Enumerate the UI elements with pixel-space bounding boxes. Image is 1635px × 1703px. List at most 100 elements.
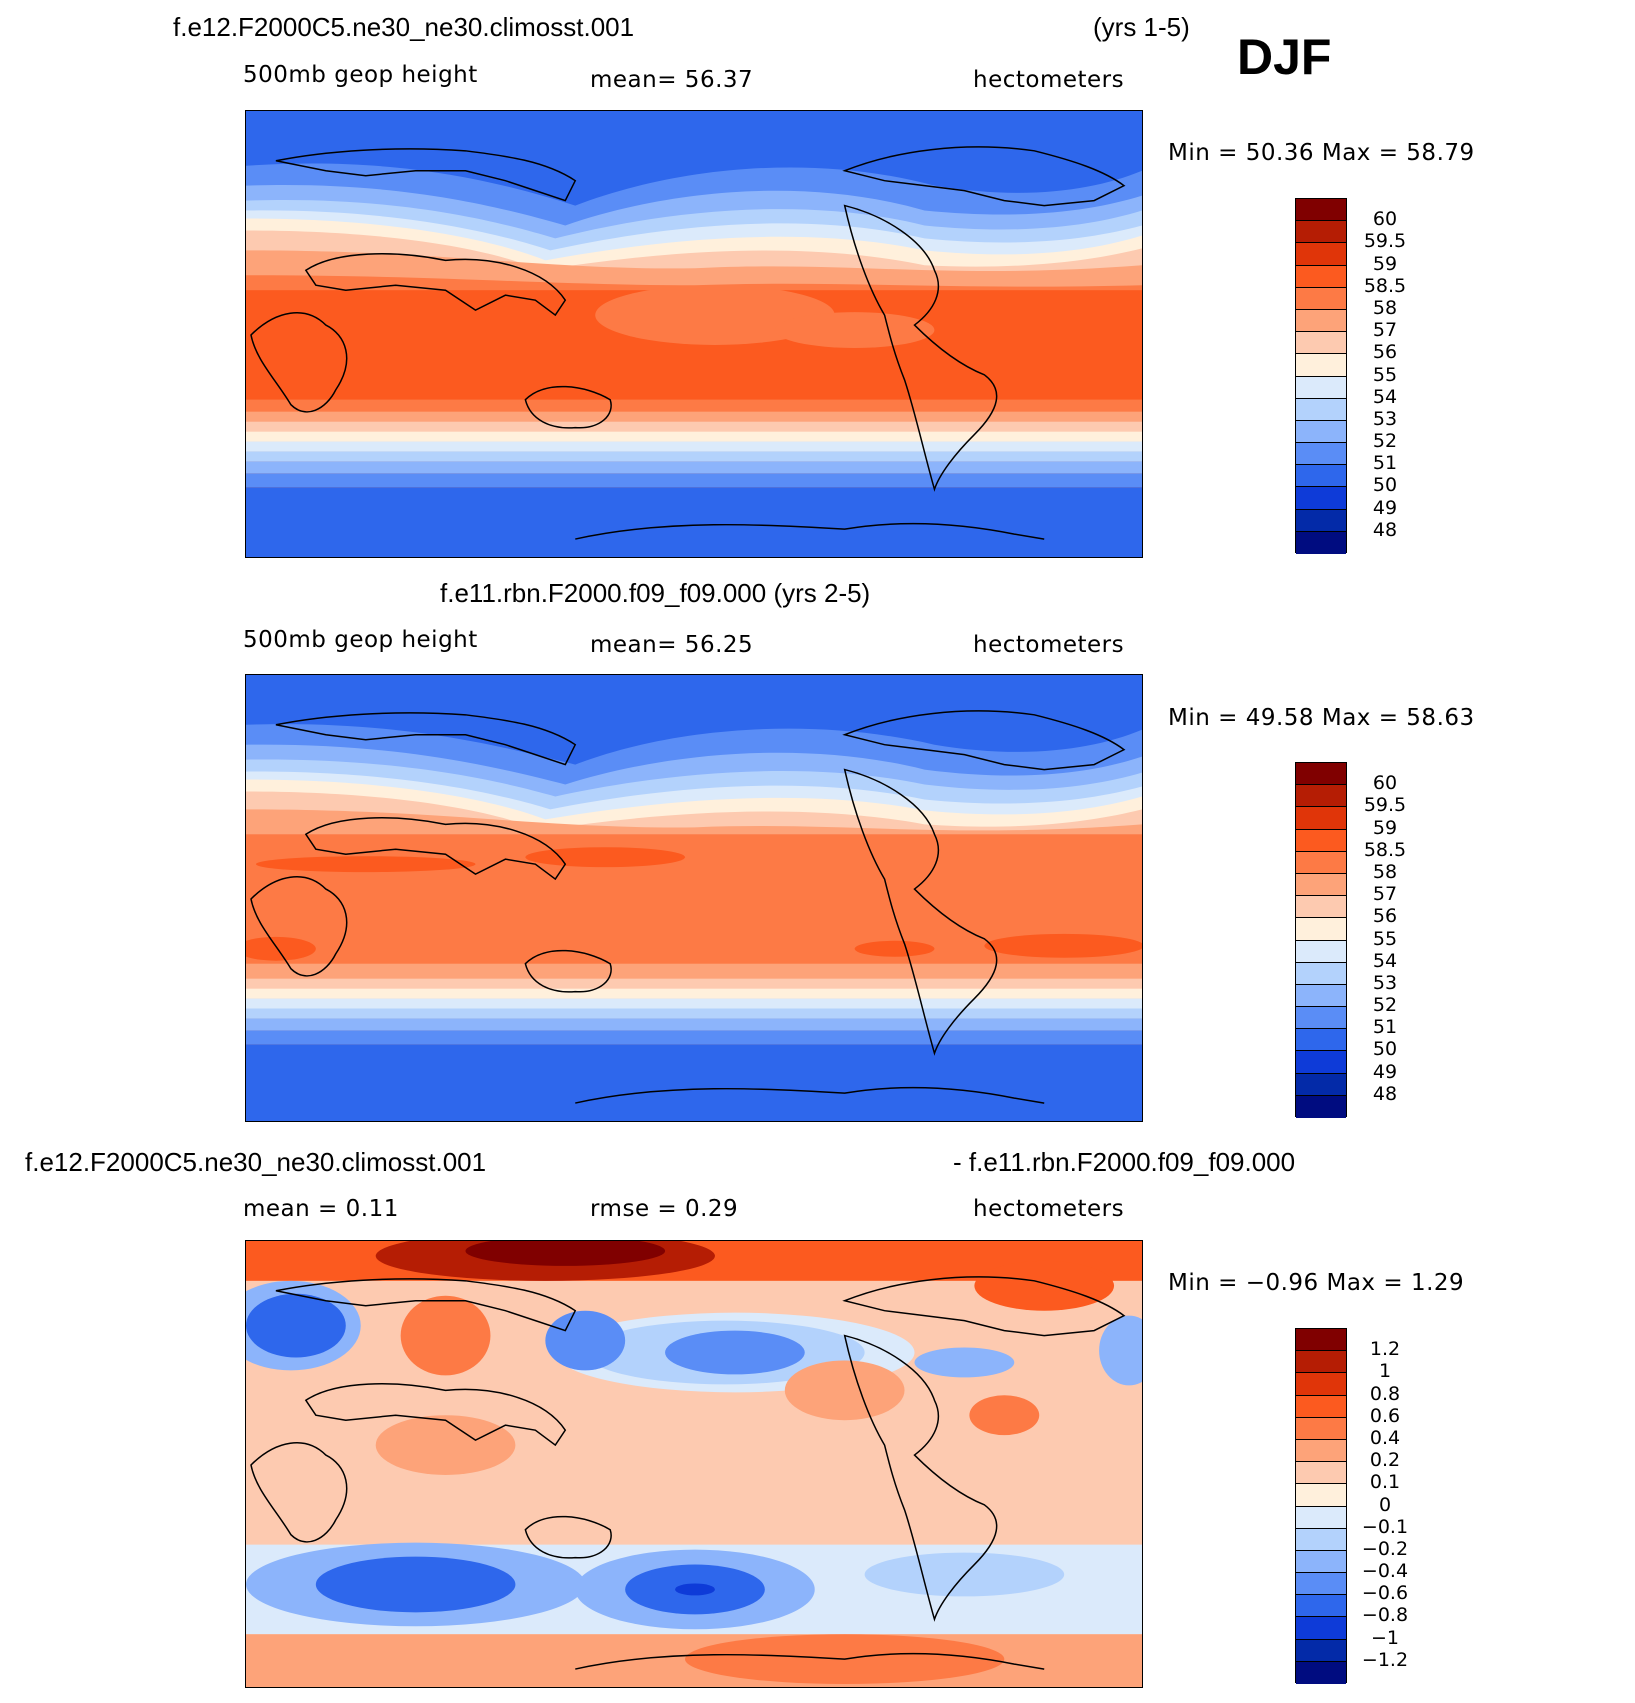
colorbar-cell [1296, 1029, 1346, 1052]
panel3-map [245, 1240, 1143, 1688]
colorbar-cell [1296, 1528, 1346, 1551]
panel1-map [245, 110, 1143, 558]
colorbar-cell [1296, 1484, 1346, 1507]
colorbar-tick-label: 60 [1372, 208, 1398, 231]
season-label: DJF [1237, 29, 1332, 85]
panel1-variable: 500mb geop height [243, 62, 478, 88]
colorbar-cell [1296, 443, 1346, 466]
colorbar-tick-label: 0 [1378, 1493, 1392, 1516]
colorbar-cell [1296, 265, 1346, 288]
colorbar-cell [1296, 1329, 1346, 1352]
panel3-mean: mean = 0.11 [243, 1196, 399, 1222]
panel2-map [245, 674, 1143, 1122]
panel2-colorbar [1295, 762, 1347, 1118]
colorbar-cell [1296, 962, 1346, 985]
colorbar-tick-label: 53 [1372, 407, 1398, 430]
colorbar-tick-label: 0.4 [1369, 1426, 1401, 1449]
colorbar-tick-label: 0.1 [1369, 1471, 1401, 1494]
panel1-mean: mean= 56.37 [590, 67, 754, 93]
colorbar-tick-label: 55 [1372, 363, 1398, 386]
colorbar-tick-label: 60 [1372, 772, 1398, 795]
colorbar-tick-label: 59 [1372, 252, 1398, 275]
colorbar-tick-label: 58.5 [1363, 274, 1407, 297]
years-label: (yrs 1-5) [1093, 12, 1190, 42]
panel2-units: hectometers [973, 632, 1125, 658]
colorbar-cell [1296, 1439, 1346, 1463]
colorbar-cell [1296, 785, 1346, 808]
colorbar-tick-label: 0.2 [1369, 1449, 1401, 1472]
colorbar-cell [1296, 851, 1346, 874]
colorbar-cell [1296, 1506, 1346, 1529]
colorbar-tick-label: 0.8 [1369, 1382, 1401, 1405]
colorbar-cell [1296, 287, 1346, 310]
colorbar-cell [1296, 1639, 1346, 1662]
colorbar-tick-label: −1.2 [1361, 1648, 1409, 1671]
colorbar-tick-label: 52 [1372, 994, 1398, 1017]
colorbar-cell [1296, 487, 1346, 510]
panel1-units: hectometers [973, 67, 1125, 93]
colorbar-tick-label: 48 [1372, 1082, 1398, 1105]
colorbar-cell [1296, 829, 1346, 852]
colorbar-tick-label: −0.4 [1361, 1560, 1409, 1583]
colorbar-tick-label: 1 [1378, 1360, 1392, 1383]
colorbar-cell [1296, 1051, 1346, 1074]
colorbar-tick-label: 50 [1372, 474, 1398, 497]
colorbar-cell [1296, 420, 1346, 444]
colorbar-cell [1296, 1417, 1346, 1440]
colorbar-cell [1296, 1595, 1346, 1618]
colorbar-cell [1296, 354, 1346, 377]
colorbar-tick-label: 56 [1372, 905, 1398, 928]
colorbar-cell [1296, 940, 1346, 963]
colorbar-tick-label: 54 [1372, 949, 1398, 972]
colorbar-tick-label: 54 [1372, 385, 1398, 408]
colorbar-cell [1296, 984, 1346, 1008]
colorbar-tick-label: 58.5 [1363, 838, 1407, 861]
colorbar-tick-label: −0.1 [1361, 1515, 1409, 1538]
panel3-colorbar [1295, 1328, 1347, 1684]
colorbar-cell [1296, 1661, 1346, 1684]
colorbar-cell [1296, 1095, 1346, 1118]
colorbar-cell [1296, 1373, 1346, 1396]
colorbar-cell [1296, 1550, 1346, 1574]
colorbar-tick-label: 59.5 [1363, 230, 1407, 253]
colorbar-cell [1296, 896, 1346, 919]
case2-title: f.e11.rbn.F2000.f09_f09.000 (yrs 2-5) [440, 578, 871, 608]
colorbar-cell [1296, 763, 1346, 786]
colorbar-cell [1296, 1573, 1346, 1596]
colorbar-cell [1296, 1462, 1346, 1485]
panel2-minmax: Min = 49.58 Max = 58.63 [1168, 705, 1475, 731]
colorbar-cell [1296, 398, 1346, 421]
colorbar-tick-label: 49 [1372, 1060, 1398, 1083]
colorbar-tick-label: 56 [1372, 341, 1398, 364]
colorbar-cell [1296, 1617, 1346, 1640]
colorbar-cell [1296, 332, 1346, 355]
colorbar-tick-label: 1.2 [1369, 1338, 1401, 1361]
colorbar-tick-label: 51 [1372, 1016, 1398, 1039]
colorbar-tick-label: 57 [1372, 319, 1398, 342]
diff-right-title: - f.e11.rbn.F2000.f09_f09.000 [953, 1147, 1296, 1177]
colorbar-tick-label: 49 [1372, 496, 1398, 519]
colorbar-cell [1296, 309, 1346, 333]
colorbar-tick-label: 0.6 [1369, 1404, 1401, 1427]
colorbar-tick-label: 59.5 [1363, 794, 1407, 817]
colorbar-cell [1296, 1073, 1346, 1096]
colorbar-tick-label: 52 [1372, 430, 1398, 453]
colorbar-tick-label: 53 [1372, 971, 1398, 994]
colorbar-cell [1296, 873, 1346, 897]
colorbar-cell [1296, 1395, 1346, 1418]
colorbar-tick-label: −1 [1370, 1626, 1399, 1649]
colorbar-cell [1296, 243, 1346, 266]
panel3-units: hectometers [973, 1196, 1125, 1222]
case1-title: f.e12.F2000C5.ne30_ne30.climosst.001 [173, 12, 635, 42]
colorbar-cell [1296, 465, 1346, 488]
colorbar-tick-label: −0.2 [1361, 1537, 1409, 1560]
colorbar-cell [1296, 1351, 1346, 1374]
panel2-mean: mean= 56.25 [590, 632, 754, 658]
panel2-variable: 500mb geop height [243, 627, 478, 653]
colorbar-cell [1296, 509, 1346, 532]
colorbar-tick-label: 57 [1372, 883, 1398, 906]
colorbar-cell [1296, 199, 1346, 222]
colorbar-tick-label: 58 [1372, 860, 1398, 883]
colorbar-tick-label: 58 [1372, 296, 1398, 319]
panel3-minmax: Min = −0.96 Max = 1.29 [1168, 1270, 1465, 1296]
